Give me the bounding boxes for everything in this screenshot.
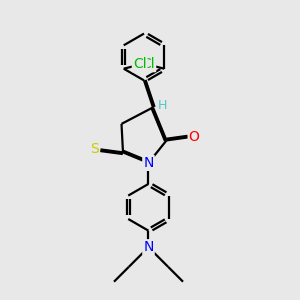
Text: N: N xyxy=(143,240,154,254)
Text: Cl: Cl xyxy=(142,57,155,71)
Text: H: H xyxy=(158,99,167,112)
Text: S: S xyxy=(90,142,99,156)
Text: Cl: Cl xyxy=(133,57,146,71)
Text: N: N xyxy=(143,156,154,170)
Text: O: O xyxy=(189,130,200,144)
